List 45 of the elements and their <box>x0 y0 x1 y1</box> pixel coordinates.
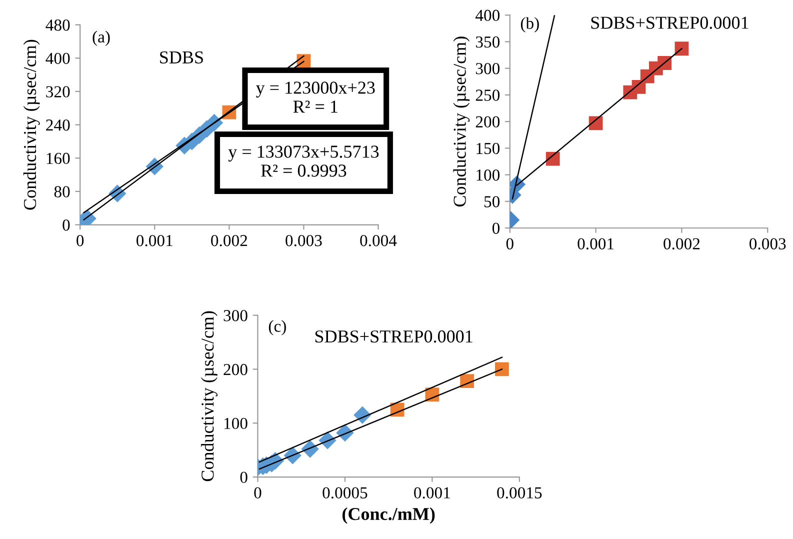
y-tick-label: 350 <box>476 36 500 48</box>
y-tick-label: 300 <box>224 310 248 322</box>
y-tick-label: 100 <box>476 169 500 181</box>
x-tick-label: 0.0005 <box>322 487 368 499</box>
y-tick-label: 400 <box>46 52 70 64</box>
y-axis-title: Conductivity (µsec/cm) <box>201 311 218 482</box>
y-tick-label: 480 <box>46 19 70 31</box>
x-tick-label: 0 <box>76 234 84 246</box>
y-tick-label: 150 <box>476 142 500 154</box>
x-tick-label: 0.003 <box>286 234 322 246</box>
y-tick-label: 250 <box>476 90 500 101</box>
y-tick-label: 100 <box>224 418 248 430</box>
x-tick-label: 0 <box>254 487 262 498</box>
annotation: (a) <box>92 30 110 46</box>
text: SDBS <box>160 51 203 64</box>
annotation: (b) <box>520 17 539 32</box>
y-tick-label: 50 <box>484 196 500 208</box>
x-tick-label: 0.004 <box>360 234 397 246</box>
y-tick-label: 200 <box>476 116 500 128</box>
annotation: y = 123000x+23 R² = 1 <box>256 82 375 113</box>
y-axis-title: Conductivity (µsec/cm) <box>23 40 40 210</box>
y-tick-label: 240 <box>46 119 70 131</box>
x-tick-label: 0.0015 <box>497 487 542 499</box>
y-tick-label: 300 <box>476 63 500 74</box>
y-tick-label: 80 <box>54 186 70 198</box>
x-tick-label: 0 <box>506 238 514 250</box>
y-axis-title: Conductivity (µsec/cm) <box>453 36 470 206</box>
x-tick-label: 0.001 <box>136 234 172 246</box>
x-tick-label: 0.002 <box>664 238 700 250</box>
annotation: y = 133073x+5.5713 R² = 0.9993 <box>228 146 379 177</box>
y-tick-label: 0 <box>492 222 500 234</box>
x-tick-label: 0.003 <box>750 238 786 250</box>
y-tick-label: 0 <box>62 219 70 231</box>
x-axis-title: (Conc./mM) <box>342 507 435 524</box>
x-tick-label: 0.002 <box>211 234 248 246</box>
y-tick-label: 160 <box>46 152 70 164</box>
y-tick-label: 400 <box>476 10 500 22</box>
annotation: (c) <box>268 320 286 336</box>
y-tick-label: 320 <box>46 86 70 98</box>
chart-title: SDBS+STREP0.0001 <box>591 16 748 29</box>
y-tick-label: 200 <box>224 364 248 376</box>
y-tick-label: 0 <box>240 472 248 483</box>
text: SDBS+STREP0.0001 <box>315 330 472 343</box>
x-tick-label: 0.001 <box>414 487 450 499</box>
x-tick-label: 0.001 <box>578 238 614 250</box>
